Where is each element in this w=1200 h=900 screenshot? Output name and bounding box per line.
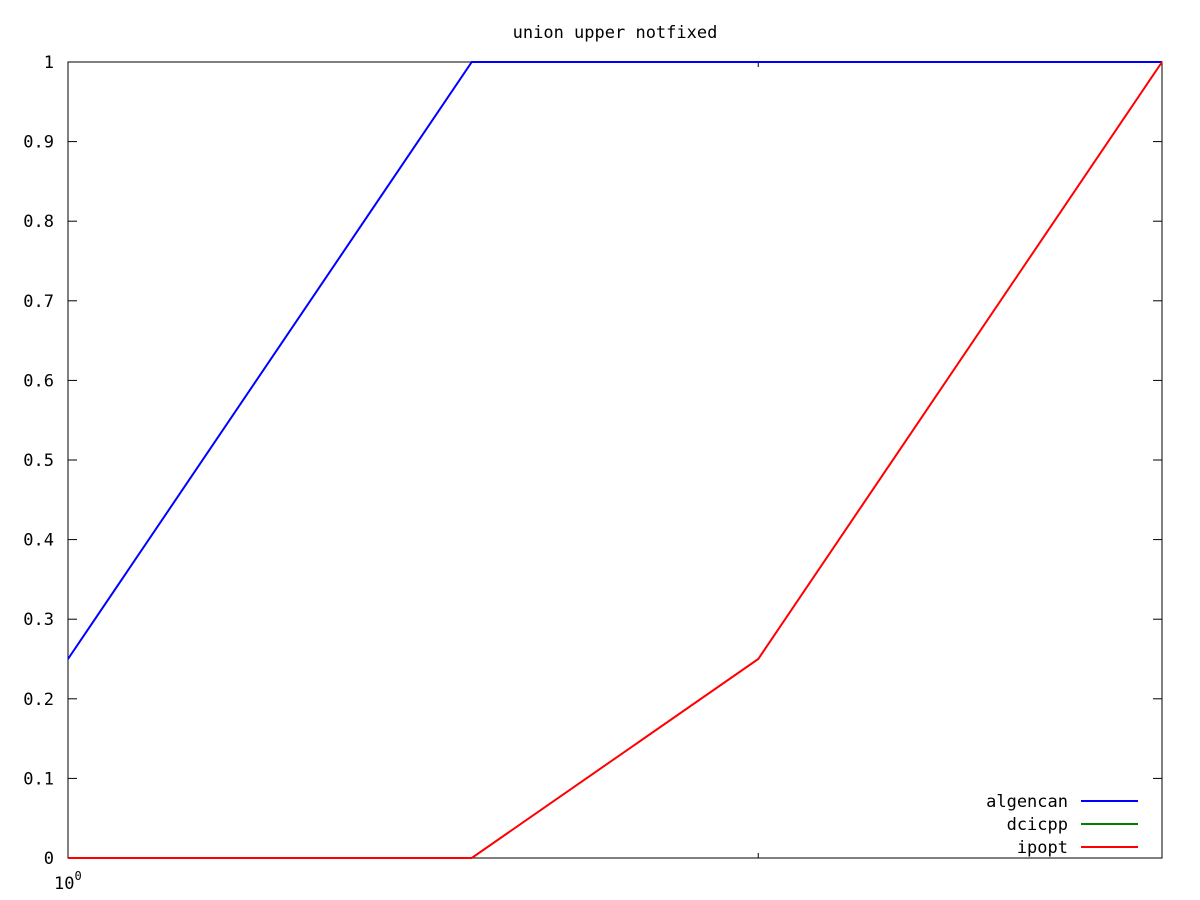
series-layer	[67, 61, 1163, 859]
y-tick-label: 0.7	[23, 292, 54, 312]
y-tick-label: 0	[44, 849, 54, 869]
x-tick-label-exponent: 0	[74, 869, 81, 883]
y-tick-label: 0.5	[23, 451, 54, 471]
legend-label-algencan: algencan	[986, 792, 1068, 812]
plot-frame	[67, 61, 1163, 859]
y-tick-label: 0.4	[23, 531, 54, 551]
y-axis: 0 0.1 0.2 0.3 0.4 0.5 0.6 0.7 0.8 0.9 1	[23, 53, 1162, 869]
series-line-algencan	[67, 61, 1162, 660]
x-tick-label: 100	[54, 869, 82, 894]
y-tick-label: 1	[44, 53, 54, 73]
y-tick-label: 0.9	[23, 133, 54, 153]
legend-label-ipopt: ipopt	[1017, 838, 1068, 858]
series-line-ipopt	[68, 61, 1163, 859]
y-tick-label: 0.2	[23, 690, 54, 710]
y-tick-label: 0.6	[23, 371, 54, 391]
chart-title: union upper notfixed	[513, 23, 718, 43]
y-tick-label: 0.3	[23, 610, 54, 630]
y-tick-label: 0.8	[23, 212, 54, 232]
legend-label-dcicpp: dcicpp	[1007, 815, 1068, 835]
y-tick-label: 0.1	[23, 769, 54, 789]
legend: algencan dcicpp ipopt	[986, 792, 1138, 858]
x-axis: 100	[54, 62, 759, 894]
